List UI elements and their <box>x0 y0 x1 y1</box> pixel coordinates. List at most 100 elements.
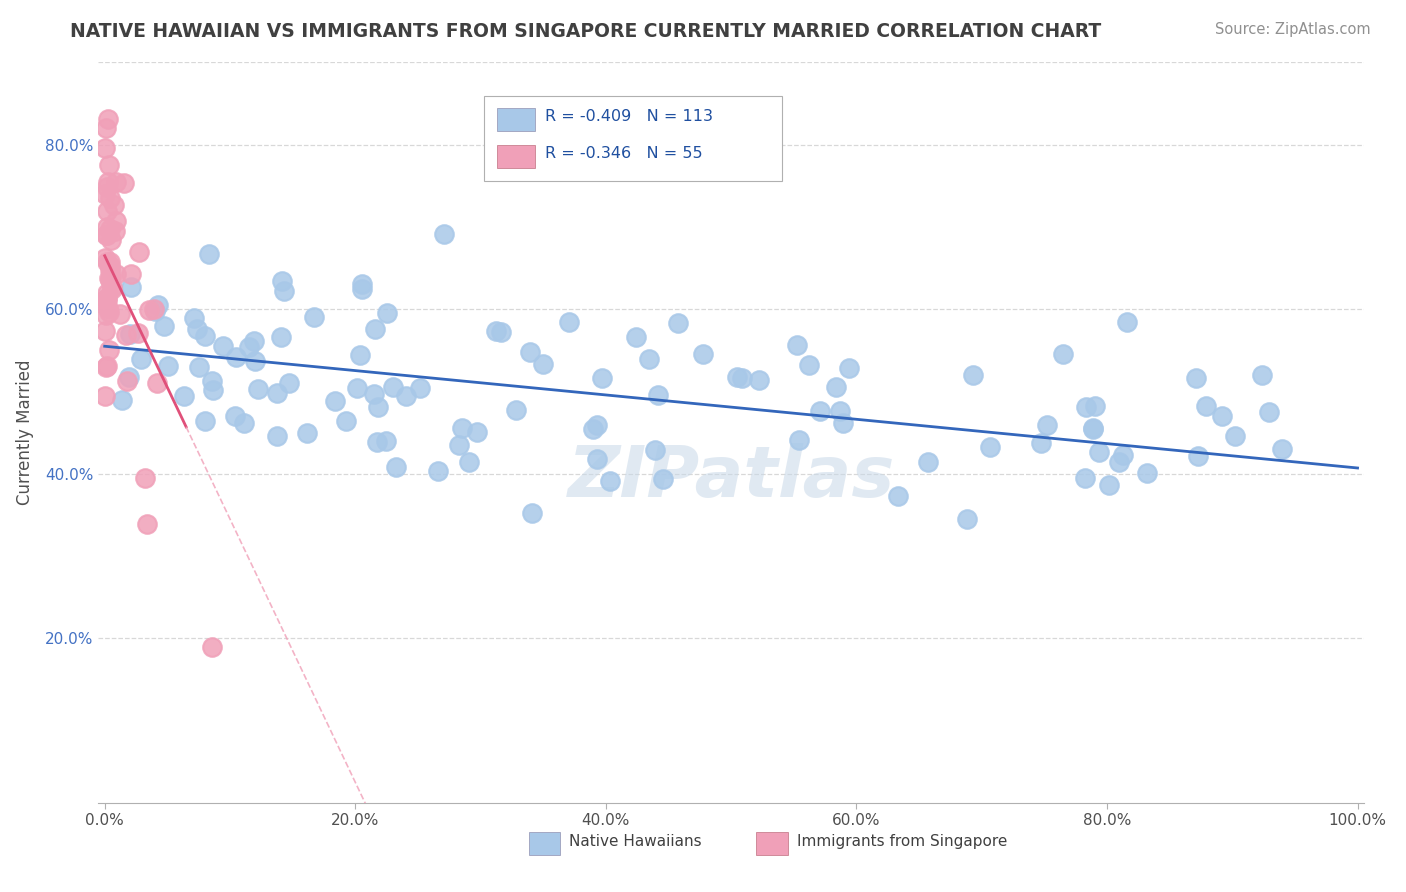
Point <box>585 418 607 433</box>
Point <box>100 233 122 247</box>
Point <box>592 371 614 385</box>
Point <box>666 316 689 330</box>
Point <box>94 141 117 155</box>
Point <box>1083 421 1105 435</box>
Point <box>582 422 605 436</box>
Point <box>489 326 512 340</box>
Point <box>96 227 118 242</box>
Point <box>449 438 471 452</box>
Point <box>295 426 318 441</box>
Point <box>277 376 299 390</box>
Point <box>118 326 141 341</box>
Point <box>201 375 224 389</box>
Point <box>143 303 166 318</box>
Point <box>94 309 117 323</box>
Point <box>323 394 346 409</box>
FancyBboxPatch shape <box>529 832 560 855</box>
Point <box>94 252 117 266</box>
Y-axis label: Currently Married: Currently Married <box>15 359 34 506</box>
Point <box>409 380 432 394</box>
Point <box>98 272 121 286</box>
Point <box>1074 471 1097 485</box>
Point <box>1081 421 1104 435</box>
Point <box>789 433 811 447</box>
Point <box>638 351 661 366</box>
Point <box>101 282 124 296</box>
Point <box>188 359 211 374</box>
Text: NATIVE HAWAIIAN VS IMMIGRANTS FROM SINGAPORE CURRENTLY MARRIED CORRELATION CHART: NATIVE HAWAIIAN VS IMMIGRANTS FROM SINGA… <box>70 22 1101 41</box>
Point <box>1136 466 1159 480</box>
Point <box>129 352 152 367</box>
Point <box>451 421 474 435</box>
Point <box>101 279 124 293</box>
Point <box>100 269 122 284</box>
Point <box>1108 455 1130 469</box>
Point <box>186 322 208 336</box>
Point <box>128 245 150 260</box>
Point <box>142 302 165 317</box>
Point <box>626 330 648 344</box>
Point <box>103 198 125 212</box>
Point <box>828 403 851 417</box>
Point <box>198 247 221 261</box>
Point <box>146 298 169 312</box>
Point <box>692 346 714 360</box>
Point <box>96 120 118 135</box>
Point <box>114 176 136 190</box>
Point <box>1211 409 1233 423</box>
Point <box>201 640 224 655</box>
Point <box>96 359 118 373</box>
Point <box>120 267 142 281</box>
Point <box>599 474 621 488</box>
Point <box>225 350 247 364</box>
Point <box>366 434 388 449</box>
Point <box>381 380 404 394</box>
Point <box>374 434 396 448</box>
Point <box>808 404 831 418</box>
Point <box>1223 428 1246 442</box>
FancyBboxPatch shape <box>498 108 534 131</box>
Point <box>585 451 607 466</box>
Point <box>94 292 117 306</box>
Point <box>1031 435 1053 450</box>
Point <box>97 304 120 318</box>
Point <box>519 344 541 359</box>
Point <box>135 516 157 531</box>
Point <box>505 402 527 417</box>
Point <box>245 353 267 368</box>
Point <box>485 324 508 338</box>
Point <box>96 228 118 243</box>
Point <box>346 381 368 395</box>
Point <box>748 373 770 387</box>
Point <box>98 221 121 235</box>
Point <box>183 310 205 325</box>
Point <box>194 414 217 428</box>
Point <box>96 179 118 194</box>
Point <box>652 472 675 486</box>
Point <box>97 112 120 126</box>
Point <box>352 282 374 296</box>
Point <box>105 214 128 228</box>
Point <box>94 294 117 309</box>
Text: ZIPatlas: ZIPatlas <box>568 442 894 511</box>
Point <box>647 387 669 401</box>
Point <box>886 489 908 503</box>
Point <box>1251 368 1274 382</box>
Point <box>115 327 138 342</box>
Point <box>138 303 160 318</box>
Point <box>96 255 118 269</box>
Point <box>917 455 939 469</box>
Point <box>273 284 295 298</box>
Point <box>1187 449 1209 463</box>
Point <box>117 374 139 388</box>
Point <box>98 262 121 277</box>
Point <box>238 340 260 354</box>
Point <box>558 316 581 330</box>
Text: Source: ZipAtlas.com: Source: ZipAtlas.com <box>1215 22 1371 37</box>
Point <box>173 388 195 402</box>
FancyBboxPatch shape <box>484 95 782 181</box>
Point <box>97 301 120 315</box>
Point <box>105 175 128 189</box>
Point <box>98 255 121 269</box>
Point <box>224 409 246 423</box>
